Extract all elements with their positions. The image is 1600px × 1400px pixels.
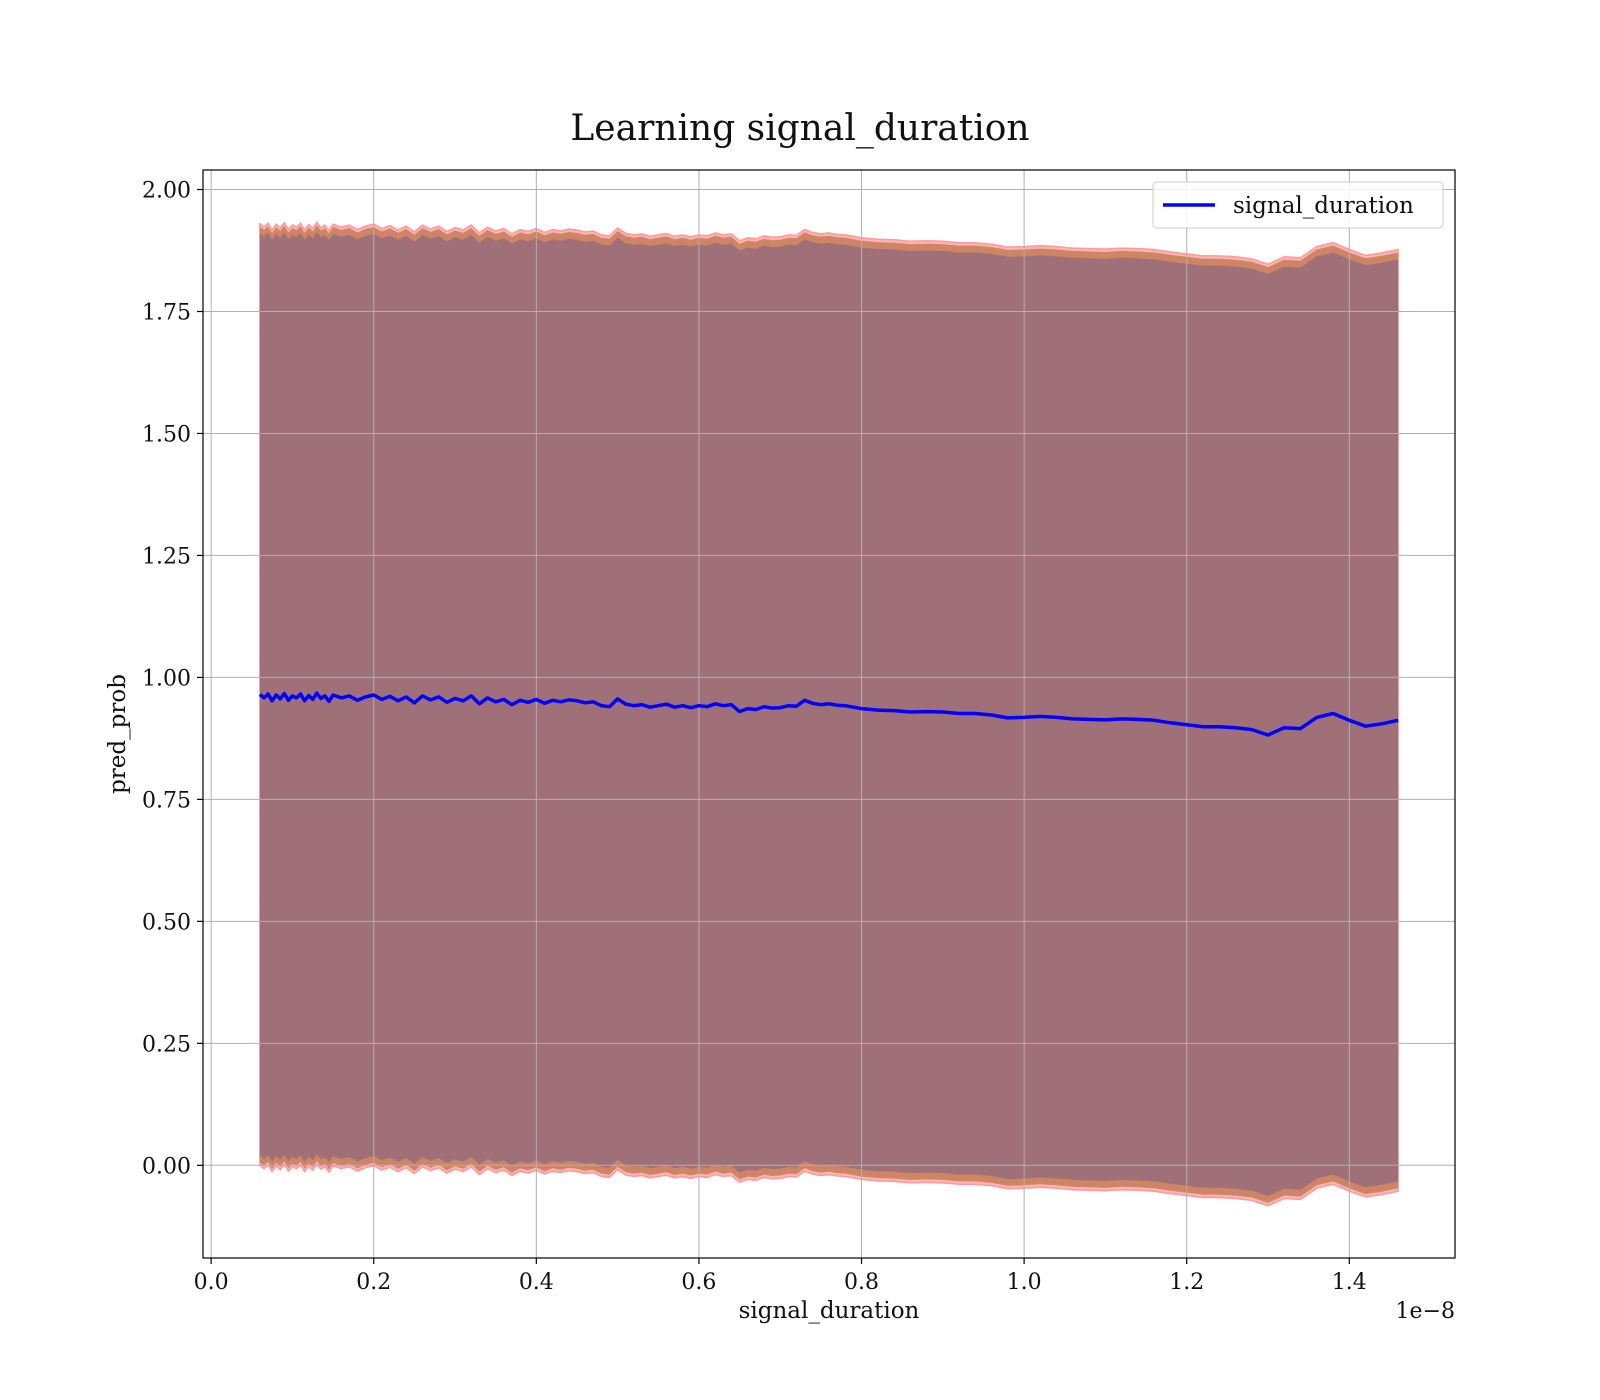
x-tick-label: 1.4 <box>1332 1270 1367 1295</box>
series-line-signal-duration <box>258 691 1399 737</box>
y-tick-label: 1.00 <box>142 666 191 691</box>
x-axis-ticks: 0.0 0.2 0.4 0.6 0.8 1.0 1.2 1.4 <box>194 1258 1367 1295</box>
x-tick-label: 1.2 <box>1169 1270 1204 1295</box>
grid-lines <box>203 170 1455 1258</box>
legend: signal_duration <box>1152 181 1444 229</box>
x-axis-offset-label: 1e−8 <box>1396 1299 1455 1324</box>
uncertainty-band <box>259 220 1399 1207</box>
y-tick-label: 1.50 <box>142 422 191 447</box>
x-tick-label: 1.0 <box>1007 1270 1042 1295</box>
y-axis-ticks: 0.00 0.25 0.50 0.75 1.00 1.25 1.50 1.75 2.00 <box>142 179 203 1179</box>
y-axis-label: pred_prob <box>105 674 131 794</box>
y-tick-label: 0.50 <box>142 910 191 935</box>
legend-box <box>1152 181 1444 229</box>
plot-area-frame <box>202 169 1456 1259</box>
legend-entry-signal-duration: signal_duration <box>1233 193 1414 219</box>
y-tick-label: 1.25 <box>142 544 191 569</box>
chart-title: Learning signal_duration <box>570 108 1029 149</box>
x-tick-label: 0.0 <box>194 1270 229 1295</box>
y-tick-label: 1.75 <box>142 300 191 325</box>
x-tick-label: 0.6 <box>681 1270 716 1295</box>
x-tick-label: 0.8 <box>844 1270 879 1295</box>
x-tick-label: 0.4 <box>519 1270 554 1295</box>
band-inner <box>259 232 1399 1196</box>
y-tick-label: 0.25 <box>142 1032 191 1057</box>
series-line-group <box>258 691 1399 737</box>
y-tick-label: 0.00 <box>142 1154 191 1179</box>
x-tick-label: 0.2 <box>356 1270 391 1295</box>
x-axis-label: signal_duration <box>739 1298 920 1324</box>
y-tick-label: 2.00 <box>142 179 191 204</box>
y-tick-label: 0.75 <box>142 788 191 813</box>
